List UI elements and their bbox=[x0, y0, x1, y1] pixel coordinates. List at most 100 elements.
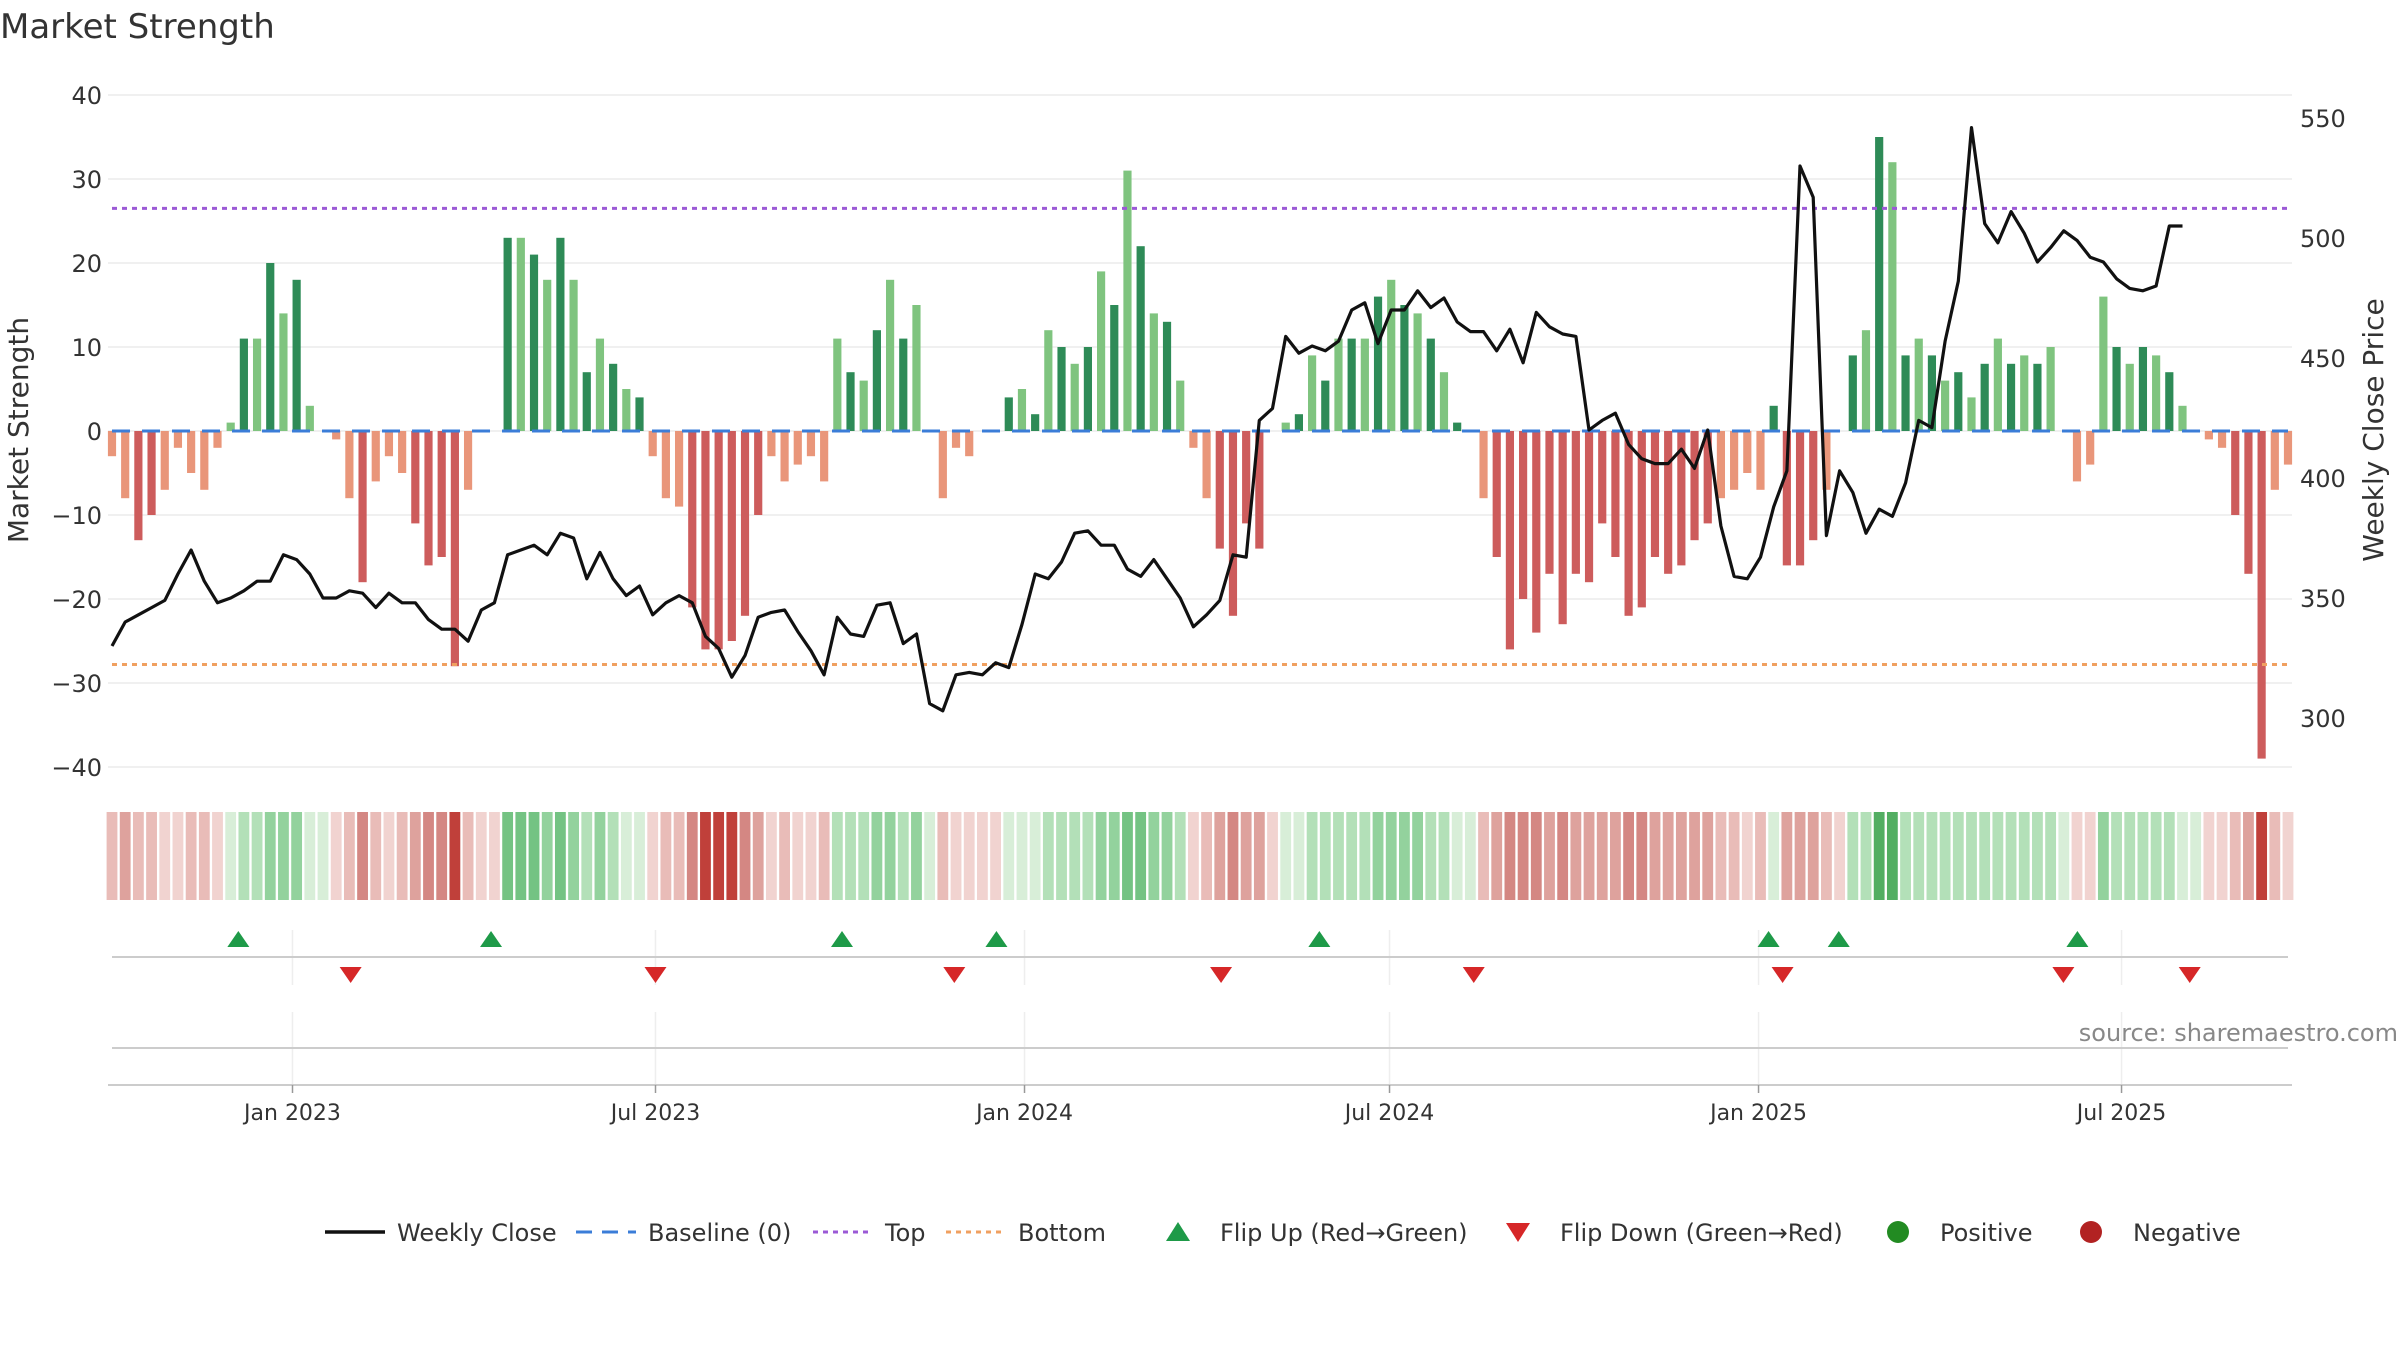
strength-bar bbox=[1004, 397, 1013, 431]
strength-bar bbox=[252, 338, 262, 431]
legend-swatch bbox=[1506, 1223, 1530, 1242]
intensity-cell bbox=[278, 812, 289, 900]
intensity-cell bbox=[2243, 812, 2254, 900]
strength-bar bbox=[1519, 431, 1528, 599]
strength-bar bbox=[1215, 431, 1224, 549]
intensity-cell bbox=[713, 812, 725, 900]
strength-bar bbox=[846, 372, 855, 431]
intensity-cell bbox=[132, 812, 144, 900]
intensity-cell bbox=[1702, 812, 1714, 900]
strength-bar bbox=[648, 431, 657, 457]
strength-bar bbox=[1809, 431, 1818, 541]
strength-bar bbox=[1532, 431, 1541, 633]
strength-bar bbox=[1954, 372, 1963, 431]
strength-bar bbox=[2231, 431, 2240, 515]
flip-down-marker bbox=[2178, 967, 2201, 983]
intensity-cell bbox=[1187, 812, 1199, 900]
intensity-cell bbox=[2177, 812, 2188, 900]
intensity-cell bbox=[1029, 812, 1041, 900]
strength-bar bbox=[1584, 431, 1594, 583]
strength-bar bbox=[213, 431, 222, 448]
intensity-cell bbox=[1267, 812, 1278, 900]
intensity-cell bbox=[897, 812, 909, 900]
intensity-cell bbox=[686, 812, 698, 900]
intensity-cell bbox=[383, 812, 395, 900]
legend-item: Flip Down (Green→Red) bbox=[1506, 1219, 1843, 1247]
strength-bar bbox=[754, 431, 763, 515]
intensity-cell bbox=[2032, 812, 2043, 900]
intensity-cell bbox=[2163, 812, 2175, 900]
strength-bar bbox=[912, 305, 921, 431]
flip-up-marker bbox=[227, 931, 250, 947]
strength-bar bbox=[121, 431, 130, 499]
intensity-cell bbox=[937, 812, 949, 900]
strength-bar bbox=[173, 431, 183, 448]
intensity-cell bbox=[990, 812, 1001, 900]
legend-label: Top bbox=[884, 1219, 926, 1247]
strength-bar bbox=[1294, 414, 1303, 431]
strength-bar bbox=[1664, 431, 1673, 574]
intensity-cell bbox=[2282, 812, 2294, 900]
intensity-cell bbox=[1056, 812, 1067, 900]
strength-bar bbox=[2072, 431, 2082, 482]
source-note: source: sharemaestro.com bbox=[2079, 1019, 2398, 1047]
strength-bar bbox=[2217, 431, 2227, 448]
legend-item: Bottom bbox=[946, 1219, 1106, 1247]
strength-bar bbox=[292, 279, 301, 431]
intensity-cell bbox=[462, 812, 474, 900]
intensity-cell bbox=[581, 812, 593, 900]
strength-bar bbox=[2178, 405, 2187, 431]
intensity-cell bbox=[2150, 812, 2162, 900]
intensity-cell bbox=[950, 812, 962, 900]
legend-label: Flip Up (Red→Green) bbox=[1220, 1219, 1468, 1247]
intensity-cell bbox=[1280, 812, 1292, 900]
intensity-cell bbox=[660, 812, 672, 900]
x-tick-label: Jul 2023 bbox=[609, 1101, 701, 1126]
intensity-cell bbox=[1451, 812, 1463, 900]
intensity-cell bbox=[317, 812, 329, 900]
strength-bar bbox=[200, 431, 209, 490]
strength-bar bbox=[503, 237, 512, 431]
intensity-cell bbox=[1807, 812, 1819, 900]
strength-bar bbox=[1149, 313, 1158, 431]
intensity-cell bbox=[1596, 812, 1608, 900]
strength-bar bbox=[1228, 431, 1238, 616]
legend-item: Positive bbox=[1887, 1219, 2033, 1247]
strength-bar bbox=[1637, 431, 1646, 608]
intensity-cell bbox=[1069, 812, 1081, 900]
intensity-cell bbox=[1399, 812, 1410, 900]
legend-swatch bbox=[1166, 1222, 1190, 1241]
intensity-cell bbox=[1333, 812, 1344, 900]
intensity-cell bbox=[1610, 812, 1621, 900]
flip-down-marker bbox=[644, 967, 667, 983]
intensity-cell bbox=[198, 812, 210, 900]
strength-bar bbox=[1123, 170, 1132, 431]
left-axis: 40 30 20 10 0 −10 −20 −30 −40 bbox=[51, 82, 102, 782]
intensity-cell bbox=[779, 812, 790, 900]
intensity-cell bbox=[739, 812, 751, 900]
intensity-cell bbox=[1834, 812, 1846, 900]
strength-bar bbox=[793, 431, 802, 465]
strength-bar bbox=[1044, 330, 1053, 431]
strength-bar bbox=[1321, 380, 1330, 431]
strength-bar bbox=[437, 431, 446, 557]
intensity-cell bbox=[673, 812, 685, 900]
strength-bar bbox=[1347, 338, 1356, 431]
right-axis-label: Weekly Close Price bbox=[2357, 298, 2390, 561]
intensity-cell bbox=[1082, 812, 1094, 900]
strength-bar bbox=[266, 263, 275, 431]
intensity-cell bbox=[1227, 812, 1239, 900]
flip-down-marker bbox=[943, 967, 966, 983]
strength-bar bbox=[1795, 431, 1805, 566]
strength-bar bbox=[1571, 431, 1580, 574]
strength-bar bbox=[1848, 355, 1857, 431]
strength-bar bbox=[424, 431, 433, 566]
flip-up-marker bbox=[985, 931, 1008, 947]
intensity-cell bbox=[2058, 812, 2070, 900]
left-tick-label: −20 bbox=[51, 586, 102, 614]
intensity-cell bbox=[1293, 812, 1305, 900]
intensity-cell bbox=[502, 812, 514, 900]
intensity-cell bbox=[2229, 812, 2241, 900]
intensity-cell bbox=[2137, 812, 2149, 900]
intensity-cell bbox=[2190, 812, 2202, 900]
